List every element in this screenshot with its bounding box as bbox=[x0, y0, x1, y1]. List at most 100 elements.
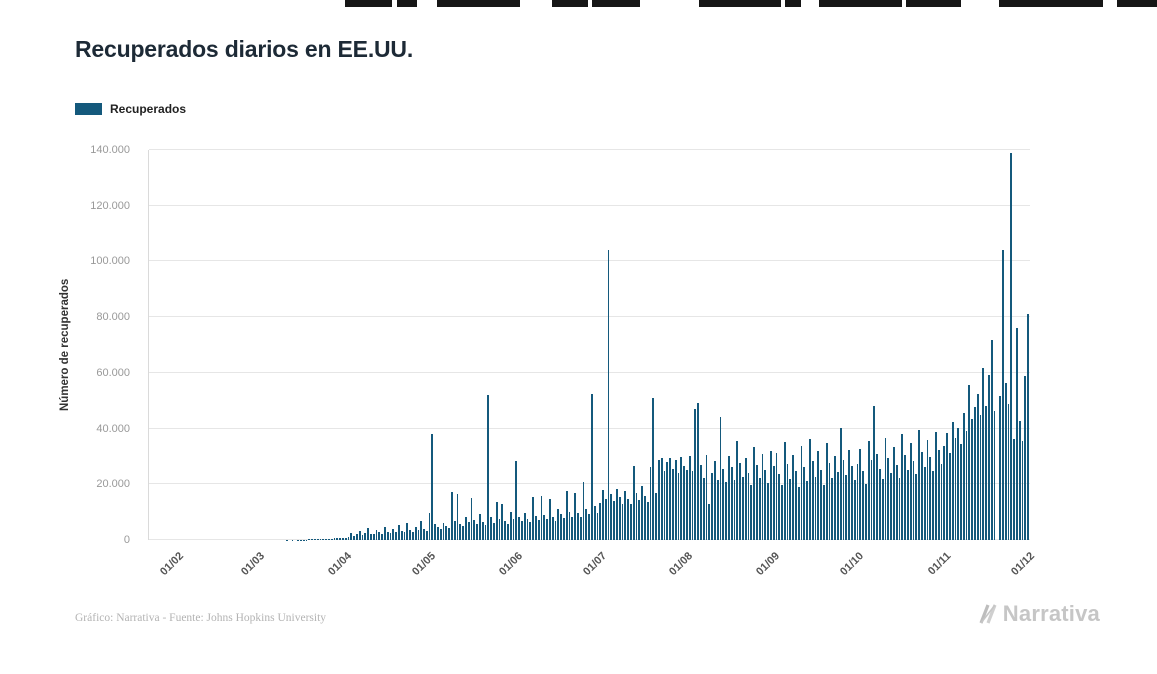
bar bbox=[705, 454, 708, 540]
bar bbox=[403, 532, 406, 540]
bar bbox=[551, 516, 554, 540]
bar bbox=[932, 471, 934, 540]
y-tick-label: 140.000 bbox=[90, 144, 130, 156]
bar bbox=[831, 478, 834, 540]
bar bbox=[979, 415, 982, 540]
gridline bbox=[149, 260, 1030, 262]
bar bbox=[968, 384, 971, 540]
bar bbox=[588, 514, 590, 540]
bar bbox=[842, 459, 845, 540]
bar bbox=[848, 449, 851, 540]
bar bbox=[716, 479, 719, 540]
bar bbox=[602, 490, 604, 540]
bar bbox=[344, 537, 347, 540]
bar bbox=[459, 523, 462, 540]
bar bbox=[915, 474, 918, 540]
bar bbox=[711, 473, 713, 540]
bar bbox=[976, 394, 979, 540]
plot-area bbox=[148, 149, 1030, 540]
bar bbox=[442, 522, 445, 540]
bar bbox=[593, 506, 596, 540]
bar bbox=[686, 469, 688, 540]
bar bbox=[493, 523, 495, 540]
gridline bbox=[149, 316, 1030, 318]
gridline bbox=[149, 427, 1030, 429]
bar bbox=[417, 529, 420, 540]
bar bbox=[367, 528, 369, 540]
bar bbox=[677, 472, 680, 540]
bar bbox=[1021, 440, 1024, 540]
legend[interactable]: Recuperados bbox=[75, 102, 186, 116]
bar bbox=[389, 533, 392, 540]
bar bbox=[546, 518, 548, 540]
bar bbox=[548, 499, 551, 540]
bar bbox=[725, 481, 727, 540]
bar bbox=[484, 524, 487, 540]
bar bbox=[806, 480, 809, 540]
bar bbox=[1016, 328, 1018, 540]
bar bbox=[579, 516, 582, 540]
bar bbox=[358, 530, 361, 540]
bar bbox=[512, 518, 515, 540]
bar bbox=[741, 477, 744, 540]
bar bbox=[789, 479, 792, 540]
bar bbox=[529, 522, 532, 540]
bar bbox=[892, 446, 895, 540]
bar bbox=[515, 460, 518, 540]
bar bbox=[817, 451, 820, 540]
bar bbox=[769, 451, 772, 540]
bar bbox=[655, 492, 658, 540]
bar bbox=[781, 485, 783, 540]
bar bbox=[353, 535, 355, 540]
bar bbox=[658, 460, 660, 540]
bar bbox=[783, 442, 786, 540]
bar bbox=[330, 538, 333, 540]
bar bbox=[719, 416, 722, 540]
bar bbox=[311, 539, 314, 540]
bar bbox=[876, 453, 878, 540]
bar bbox=[560, 514, 562, 540]
bar bbox=[635, 493, 638, 540]
bar bbox=[610, 494, 613, 540]
bar bbox=[652, 397, 655, 540]
chrome-fragment bbox=[345, 0, 392, 7]
bar bbox=[920, 451, 923, 540]
bar bbox=[364, 532, 367, 540]
bar bbox=[859, 448, 862, 540]
y-tick-label: 40.000 bbox=[96, 422, 130, 435]
bar bbox=[532, 497, 534, 540]
y-tick-label: 80.000 bbox=[96, 311, 130, 324]
bar bbox=[562, 518, 565, 540]
bar bbox=[943, 446, 946, 540]
bar bbox=[814, 476, 817, 540]
bar bbox=[688, 456, 691, 540]
bar bbox=[730, 466, 733, 540]
bar bbox=[616, 489, 618, 540]
bar bbox=[481, 521, 484, 540]
bar bbox=[437, 526, 439, 540]
gridline bbox=[149, 483, 1030, 485]
bar bbox=[884, 437, 887, 540]
bar bbox=[912, 461, 915, 540]
bar bbox=[509, 511, 512, 540]
bar bbox=[361, 534, 364, 540]
bar bbox=[736, 440, 739, 540]
bar bbox=[395, 532, 397, 540]
bar bbox=[1024, 375, 1027, 540]
chart-title: Recuperados diarios en EE.UU. bbox=[75, 36, 414, 62]
bar bbox=[369, 533, 372, 540]
bar bbox=[339, 538, 341, 540]
bar bbox=[834, 456, 837, 540]
bar bbox=[809, 439, 811, 540]
bar bbox=[797, 487, 800, 540]
bar bbox=[823, 485, 825, 540]
y-tick-label: 60.000 bbox=[96, 366, 130, 379]
bar bbox=[476, 523, 479, 540]
bar bbox=[456, 494, 459, 540]
bar bbox=[887, 458, 890, 540]
bar bbox=[666, 461, 669, 540]
chrome-fragment bbox=[785, 0, 801, 7]
bar bbox=[397, 524, 400, 540]
bar bbox=[383, 526, 386, 540]
bar bbox=[420, 521, 423, 540]
